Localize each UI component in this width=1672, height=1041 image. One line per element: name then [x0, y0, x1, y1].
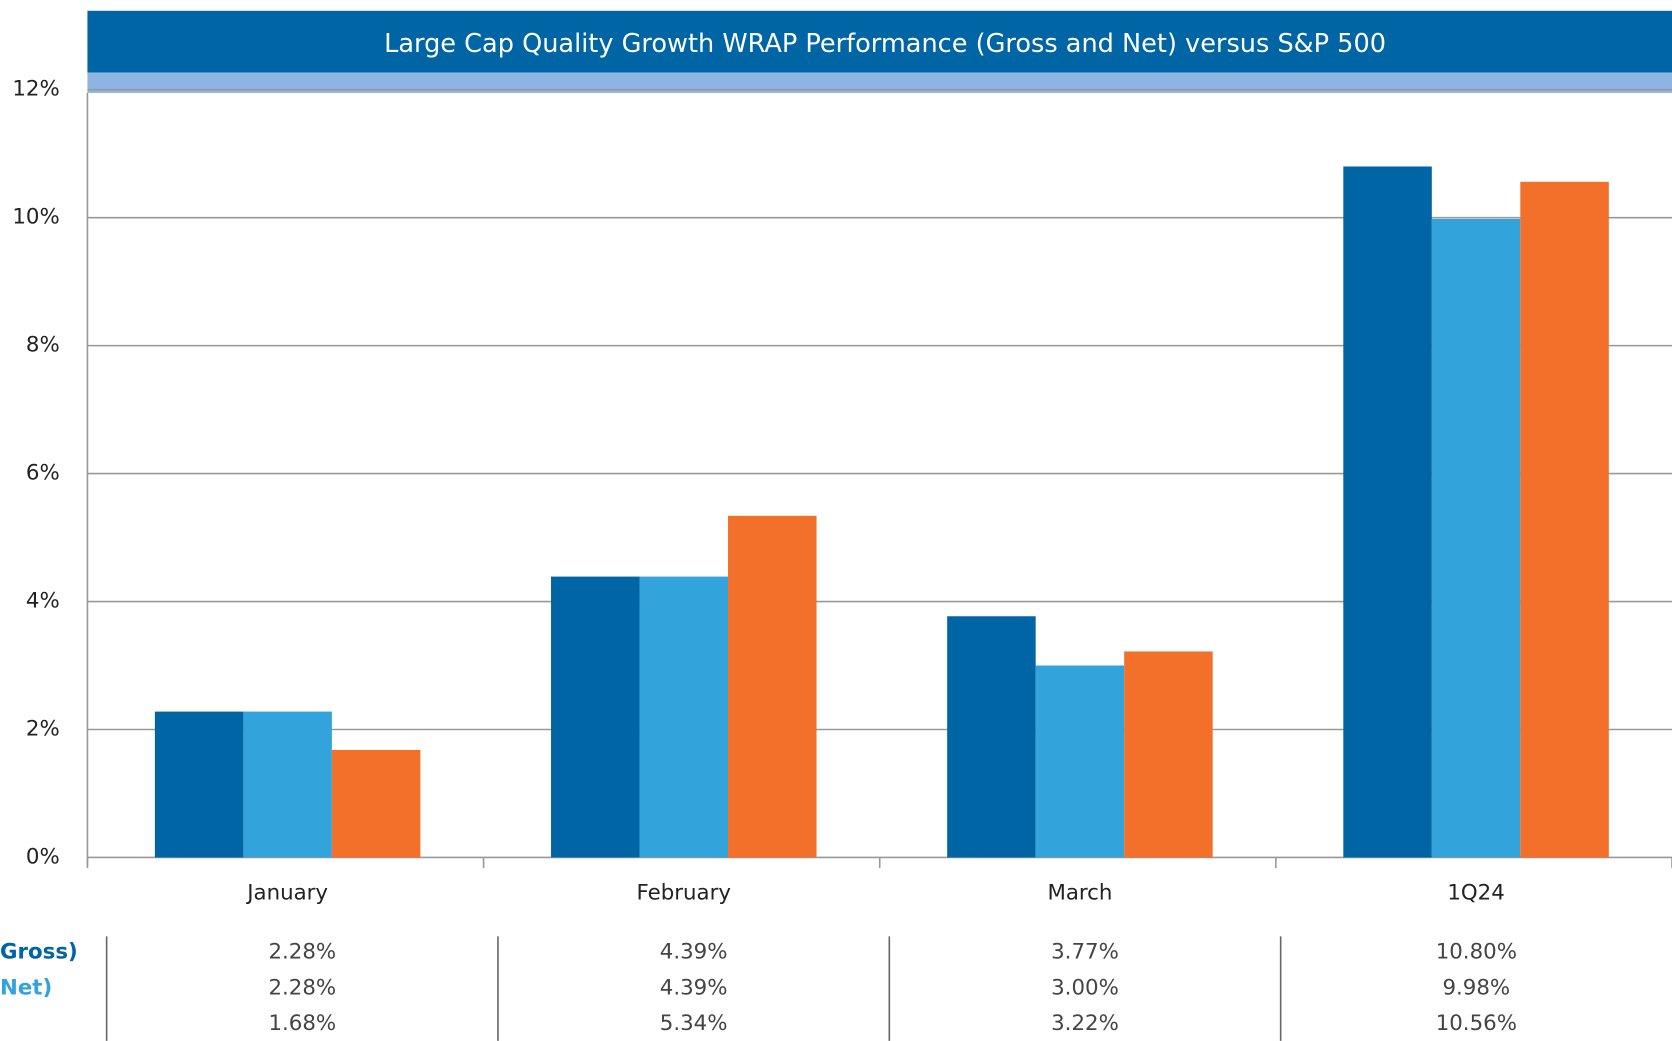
- value-label: 10.56%: [1436, 1011, 1517, 1036]
- value-label: 10.80%: [1436, 939, 1517, 964]
- bar: [1431, 218, 1521, 858]
- value-label: 3.22%: [1051, 1011, 1119, 1036]
- bar: [331, 749, 421, 858]
- y-tick-label: 4%: [26, 589, 60, 614]
- x-tick-label: 1Q24: [1447, 881, 1504, 906]
- bar: [1035, 665, 1125, 858]
- bar: [639, 576, 729, 858]
- bar: [551, 576, 640, 858]
- y-tick-label: 10%: [12, 205, 59, 230]
- x-tick-label: January: [245, 881, 328, 906]
- x-tick-label: February: [637, 881, 731, 906]
- chart-title: Large Cap Quality Growth WRAP Performanc…: [384, 29, 1386, 59]
- legend-label: Gross): [0, 939, 78, 964]
- value-label: 1.68%: [268, 1011, 336, 1036]
- y-tick-label: 2%: [26, 717, 60, 742]
- bar: [243, 711, 332, 858]
- title-band: [87, 72, 1672, 93]
- value-label: 4.39%: [660, 976, 728, 1001]
- value-label: 2.28%: [268, 976, 336, 1001]
- y-tick-label: 8%: [26, 333, 60, 358]
- y-tick-label: 0%: [26, 844, 60, 869]
- y-tick-label: 6%: [26, 461, 60, 486]
- value-label: 4.39%: [660, 939, 728, 964]
- bar: [947, 616, 1036, 858]
- bar: [1520, 181, 1609, 858]
- x-tick-label: March: [1047, 881, 1112, 906]
- value-label: 9.98%: [1442, 976, 1510, 1001]
- bar: [728, 515, 817, 858]
- value-label: 3.00%: [1051, 976, 1119, 1001]
- value-label: 5.34%: [660, 1011, 728, 1036]
- legend-label: Net): [0, 976, 52, 1001]
- value-label: 2.28%: [268, 939, 336, 964]
- bar: [1343, 166, 1432, 858]
- bar: [154, 711, 244, 858]
- y-tick-label: 12%: [12, 77, 59, 102]
- title-bar: [87, 10, 1672, 73]
- bar: [1124, 651, 1213, 858]
- value-label: 3.77%: [1051, 939, 1119, 964]
